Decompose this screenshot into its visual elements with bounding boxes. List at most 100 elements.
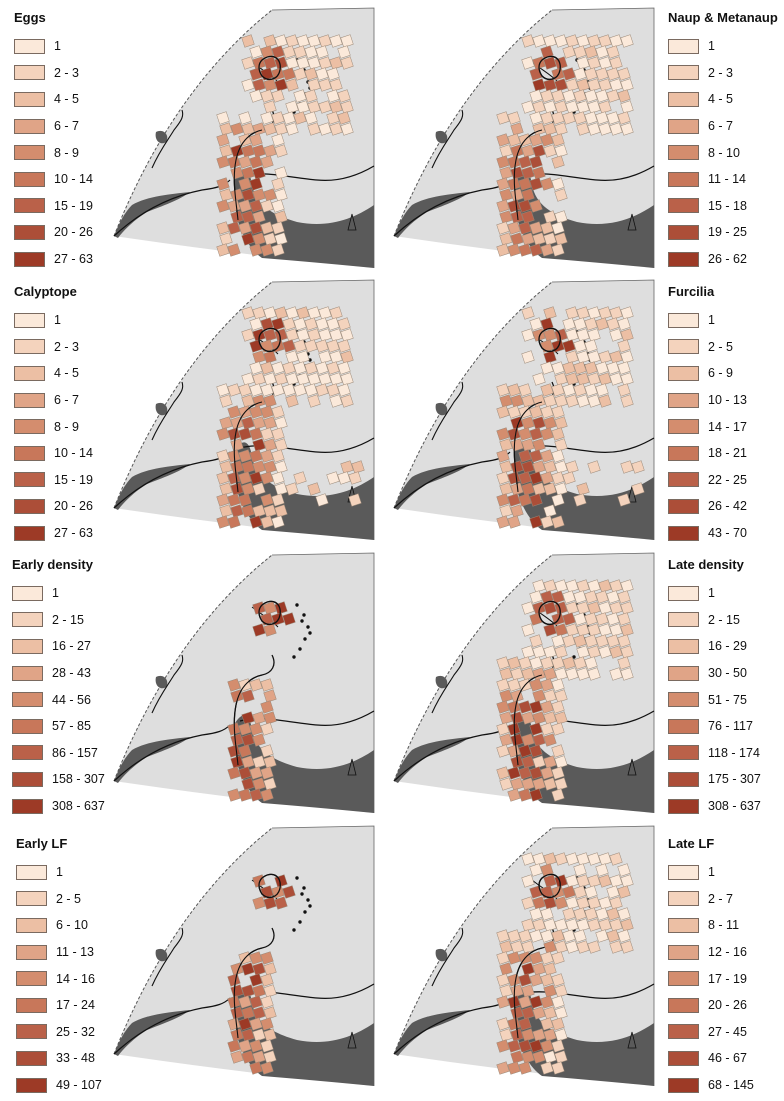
survey-cell <box>496 493 510 507</box>
survey-cell <box>263 78 277 92</box>
survey-cell <box>529 973 543 987</box>
survey-cell <box>241 1050 255 1064</box>
legend-swatch <box>668 419 699 435</box>
legend-range-label: 6 - 9 <box>708 366 734 381</box>
survey-cell <box>521 896 535 910</box>
survey-cell <box>562 634 576 648</box>
survey-cell <box>532 34 546 48</box>
survey-cell <box>337 317 351 331</box>
survey-cell <box>543 34 557 48</box>
survey-cell <box>576 306 590 320</box>
survey-cell <box>609 918 623 932</box>
legend-swatch <box>16 997 47 1013</box>
survey-cell <box>260 221 274 235</box>
survey-cell <box>285 394 299 408</box>
survey-cell <box>496 973 510 987</box>
legend-entry: 20 - 26 <box>668 992 754 1019</box>
graticule-arc <box>113 9 273 237</box>
coastline <box>431 927 464 987</box>
survey-cell <box>263 896 277 910</box>
survey-cell <box>252 144 266 158</box>
survey-cell <box>518 199 532 213</box>
survey-cell <box>609 122 623 136</box>
survey-cell <box>551 722 565 736</box>
legend-swatch <box>14 312 45 328</box>
survey-cell <box>532 460 546 474</box>
survey-cell <box>543 394 557 408</box>
survey-cell <box>609 306 623 320</box>
survey-cell <box>551 1017 565 1031</box>
survey-cell <box>238 177 252 191</box>
survey-cell <box>230 460 244 474</box>
legend-range-label: 18 - 21 <box>708 446 747 461</box>
survey-cell <box>617 361 631 375</box>
legend-range-label: 6 - 7 <box>54 119 80 134</box>
legend-range-label: 26 - 62 <box>708 252 747 267</box>
survey-cell <box>227 427 241 441</box>
survey-cell <box>230 1050 244 1064</box>
survey-cell <box>562 317 576 331</box>
legend-entry: 6 - 7 <box>14 387 93 414</box>
legend-swatch <box>668 638 699 654</box>
survey-cell <box>216 243 230 257</box>
survey-cell <box>540 221 554 235</box>
survey-cell <box>617 317 631 331</box>
survey-cell <box>249 973 263 987</box>
survey-cell <box>543 733 557 747</box>
survey-cell <box>260 766 274 780</box>
survey-cell <box>551 590 565 604</box>
survey-cell <box>318 328 332 342</box>
survey-cell <box>326 361 340 375</box>
survey-cell <box>565 328 579 342</box>
survey-cell <box>573 929 587 943</box>
survey-cell <box>518 177 532 191</box>
survey-cell <box>551 656 565 670</box>
survey-cell <box>543 100 557 114</box>
legend-swatch <box>12 718 43 734</box>
survey-cell <box>518 929 532 943</box>
survey-cell <box>587 940 601 954</box>
island-dot <box>298 647 302 651</box>
survey-cell <box>510 755 524 769</box>
survey-cell <box>617 634 631 648</box>
survey-cell <box>521 56 535 70</box>
survey-cell <box>252 306 266 320</box>
survey-cell <box>543 122 557 136</box>
survey-cell <box>274 34 288 48</box>
survey-cell <box>260 449 274 463</box>
survey-cell <box>609 350 623 364</box>
survey-cell <box>238 111 252 125</box>
legend-entry: 14 - 16 <box>16 965 102 992</box>
survey-cell <box>507 1039 521 1053</box>
survey-cell <box>507 656 521 670</box>
survey-cell <box>595 590 609 604</box>
legend-entry: 15 - 19 <box>14 467 93 494</box>
legend-swatch <box>14 365 45 381</box>
survey-cell <box>230 504 244 518</box>
survey-cell <box>241 232 255 246</box>
legend-swatch <box>14 65 45 81</box>
legend-swatch <box>668 1077 699 1093</box>
legend-swatch <box>668 944 699 960</box>
legend-entry: 2 - 5 <box>16 886 102 913</box>
survey-cell <box>543 350 557 364</box>
survey-cell <box>510 504 524 518</box>
survey-cell <box>554 711 568 725</box>
survey-cell <box>521 711 535 725</box>
legend-range-label: 2 - 15 <box>708 612 740 627</box>
coastline <box>151 654 184 714</box>
legend-range-label: 8 - 10 <box>708 145 740 160</box>
island-dot <box>308 631 312 635</box>
survey-cell <box>274 166 288 180</box>
survey-cell <box>337 111 351 125</box>
survey-cell <box>573 863 587 877</box>
survey-cell <box>499 144 513 158</box>
survey-cell <box>238 788 252 802</box>
survey-cell <box>241 372 255 386</box>
survey-cell <box>620 122 634 136</box>
legend-swatch <box>668 224 699 240</box>
legend-range-label: 27 - 63 <box>54 526 93 541</box>
survey-cell <box>241 56 255 70</box>
survey-cell <box>238 1017 252 1031</box>
survey-cell <box>543 984 557 998</box>
